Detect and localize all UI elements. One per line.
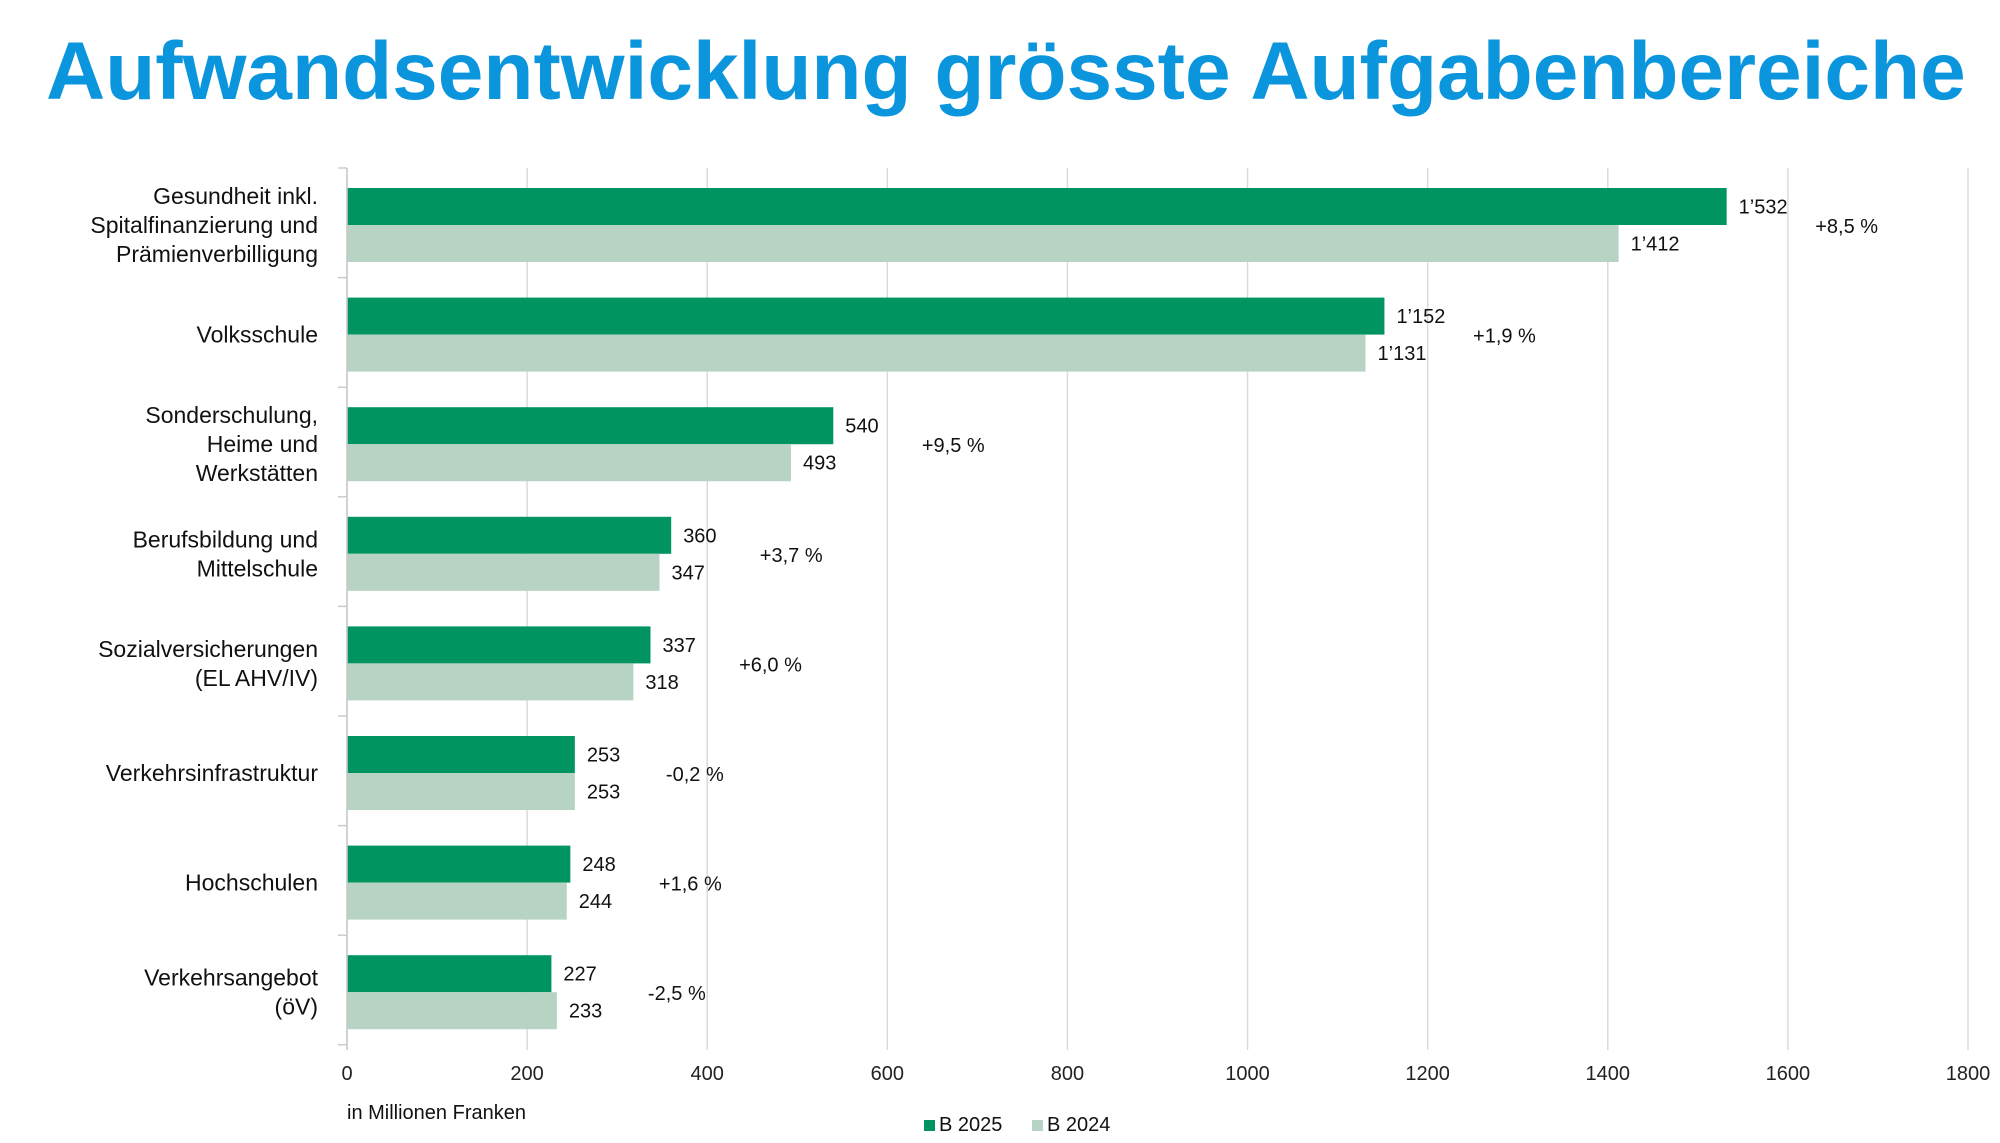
x-tick-label: 400 [691,1063,724,1085]
bar-b-2024 [347,663,634,701]
category-label: Hochschulen [185,870,318,896]
legend-label: B 2024 [1047,1114,1110,1136]
x-tick-label: 0 [341,1063,352,1085]
category-label: Volksschule [197,322,318,348]
bar-b-2025 [347,297,1385,335]
category-label: Sozialversicherungen (EL AHV/IV) [98,636,318,691]
bar-b-2024 [347,334,1366,372]
data-label: 233 [569,1001,602,1023]
category-label: Sonderschulung, Heime und Werkstätten [145,402,318,486]
legend-swatch [1032,1120,1043,1131]
x-axis-title: in Millionen Franken [347,1102,526,1124]
data-label: 1’131 [1378,343,1427,365]
data-label: 318 [645,672,678,694]
bar-b-2024 [347,225,1619,262]
bar-b-2025 [347,188,1727,225]
bar-b-2025 [347,736,575,773]
x-tick-label: 200 [510,1063,543,1085]
data-label: 540 [845,416,878,438]
change-label: -2,5 % [648,983,706,1005]
change-label: +8,5 % [1815,216,1878,238]
legend-label: B 2025 [939,1114,1002,1136]
category-label: Verkehrsangebot (öV) [144,965,319,1020]
category-label-line: Hochschulen [185,870,318,896]
category-label: Verkehrsinfrastruktur [106,760,319,786]
x-tick-label: 1200 [1405,1063,1450,1085]
category-label-line: Verkehrsinfrastruktur [106,760,319,786]
change-label: +6,0 % [739,654,802,676]
bar-b-2025 [347,407,834,445]
x-tick-label: 1800 [1946,1063,1991,1085]
category-label-line: Sozialversicherungen [98,636,318,662]
bar-b-2025 [347,626,651,664]
x-tick-label: 800 [1051,1063,1084,1085]
category-label-line: Volksschule [197,322,318,348]
legend-swatch [924,1120,935,1131]
change-label: -0,2 % [666,764,724,786]
data-label: 1’412 [1631,234,1680,256]
data-label: 493 [803,453,836,475]
bar-b-2024 [347,444,791,482]
data-label: 347 [671,562,704,584]
x-tick-label: 1000 [1225,1063,1270,1085]
x-tick-label: 1600 [1766,1063,1811,1085]
category-label-line: Mittelschule [197,555,318,581]
bars [347,188,1727,1030]
data-label: 244 [579,891,612,913]
category-label-line: Verkehrsangebot [144,965,319,991]
category-label-line: Prämienverbilligung [116,241,318,267]
x-tick-label: 1400 [1586,1063,1631,1085]
change-label: +1,6 % [659,874,722,896]
bar-b-2024 [347,773,575,810]
category-label-line: (öV) [275,994,318,1020]
category-label-line: Sonderschulung, [145,402,318,428]
data-label: 337 [662,635,695,657]
bar-b-2024 [347,992,557,1030]
axes: 0 200 400 600 800 1000 1200 1400 1600 1800 in Mill… [338,167,1991,1124]
labels: 1’532 1’412 Gesundheit inkl. Spitalfinanzie… [90,183,1878,1023]
data-label: 227 [563,964,596,986]
category-label-line: Werkstätten [196,460,318,486]
category-label-line: (EL AHV/IV) [195,665,318,691]
x-tick-label: 600 [871,1063,904,1085]
data-label: 253 [587,782,620,804]
data-label: 248 [582,854,615,876]
bar-b-2024 [347,882,567,920]
bar-b-2025 [347,516,672,554]
data-label: 253 [587,745,620,767]
category-label: Berufsbildung und Mittelschule [133,526,318,581]
data-label: 360 [683,525,716,547]
data-label: 1’532 [1739,197,1788,219]
category-label-line: Heime und [207,431,318,457]
change-label: +9,5 % [922,435,985,457]
category-label-line: Berufsbildung und [133,526,318,552]
bar-b-2025 [347,955,552,993]
bar-b-2025 [347,845,571,883]
page-title: Aufwandsentwicklung grösste Aufgabenbere… [46,26,1966,117]
data-label: 1’152 [1396,306,1445,328]
category-label-line: Gesundheit inkl. [153,183,318,209]
bar-b-2024 [347,553,660,591]
change-label: +3,7 % [760,545,823,567]
category-label: Gesundheit inkl. Spitalfinanzierung und Pr… [90,183,318,267]
change-label: +1,9 % [1473,326,1536,348]
legend: B 2025 B 2024 [924,1114,1110,1136]
category-label-line: Spitalfinanzierung und [90,212,318,238]
